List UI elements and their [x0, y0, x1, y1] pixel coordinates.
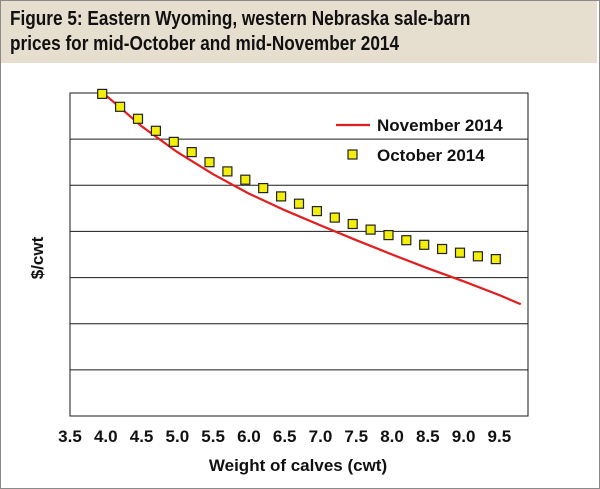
x-tick-label: 8.0	[380, 427, 404, 446]
series-line-november-2014	[105, 94, 522, 306]
october-2014-point	[401, 235, 412, 246]
october-2014-point	[150, 125, 161, 136]
x-tick-label: 5.0	[166, 427, 190, 446]
october-2014-point	[132, 113, 144, 124]
october-2014-point	[419, 239, 430, 250]
x-tick-label: 8.5	[416, 427, 440, 446]
figure-title-band: Figure 5: Eastern Wyoming, western Nebra…	[1, 1, 597, 63]
legend-label-november-2014: November 2014	[377, 116, 503, 135]
x-tick-label: 5.5	[201, 427, 225, 446]
october-2014-point	[365, 224, 376, 235]
october-2014-point	[204, 157, 215, 168]
series-points-october-2014	[97, 88, 501, 265]
october-2014-point	[168, 136, 179, 147]
legend-swatch-october-2014	[347, 149, 358, 160]
october-2014-point	[293, 198, 305, 209]
figure-title-line-2: prices for mid-October and mid-November …	[10, 33, 400, 55]
x-axis-label: Weight of calves (cwt)	[209, 456, 387, 475]
x-tick-label: 9.0	[452, 427, 476, 446]
x-tick-label: 4.0	[94, 427, 118, 446]
x-axis-ticks: 3.5 4.0 4.5 5.0 5.5 6.0 6.5 7.0 7.5 8.0 8.5 9.0 9.5	[58, 427, 511, 446]
y-axis-label: $/cwt	[28, 236, 47, 279]
october-2014-point	[347, 218, 358, 230]
october-2014-point	[472, 251, 483, 262]
october-2014-point	[222, 166, 233, 177]
october-2014-point	[383, 230, 394, 241]
plot-area	[69, 92, 529, 417]
october-2014-point	[114, 101, 126, 112]
x-tick-label: 7.5	[344, 427, 368, 446]
october-2014-point	[186, 147, 197, 158]
october-2014-point	[97, 88, 108, 100]
october-2014-point	[437, 243, 448, 255]
figure-title-line-1: Figure 5: Eastern Wyoming, western Nebra…	[10, 8, 471, 30]
x-tick-label: 3.5	[58, 427, 82, 446]
october-2014-point	[311, 206, 322, 217]
x-tick-label: 6.5	[273, 427, 297, 446]
october-2014-point	[240, 174, 251, 185]
x-tick-label: 4.5	[130, 427, 154, 446]
x-tick-label: 7.0	[309, 427, 333, 446]
october-2014-point	[329, 212, 340, 223]
legend-label-october-2014: October 2014	[377, 146, 485, 165]
october-2014-point	[258, 183, 269, 194]
legend: November 2014 October 2014	[336, 116, 503, 165]
x-tick-label: 9.5	[488, 427, 512, 446]
x-tick-label: 6.0	[237, 427, 261, 446]
october-2014-point	[490, 254, 501, 265]
october-2014-point	[276, 191, 287, 202]
october-2014-point	[454, 247, 466, 258]
